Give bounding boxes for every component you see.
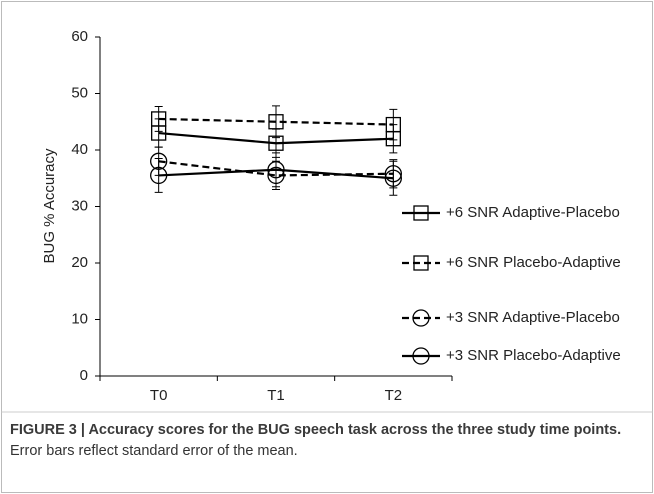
y-tick-label: 0: [80, 367, 88, 384]
legend-label: +6 SNR Placebo-Adaptive: [446, 254, 621, 271]
square-marker: [268, 114, 284, 130]
circle-marker: [150, 166, 168, 185]
legend-label: +3 SNR Adaptive-Placebo: [446, 309, 620, 326]
error-bar: [272, 105, 280, 139]
series-line: [158, 117, 394, 126]
caption: FIGURE 3 | Accuracy scores for the BUG s…: [10, 420, 640, 462]
caption-bold: FIGURE 3 | Accuracy scores for the BUG s…: [10, 422, 622, 438]
square-marker: [413, 205, 429, 221]
legend-label: +6 SNR Adaptive-Placebo: [446, 204, 620, 221]
y-tick-label: 40: [71, 141, 88, 158]
circle-marker: [412, 347, 430, 365]
series-line: [158, 168, 394, 180]
y-tick-label: 30: [71, 197, 88, 214]
square-marker: [413, 255, 429, 271]
y-tick-label: 50: [71, 84, 88, 101]
x-tick-label: T1: [267, 387, 285, 404]
y-axis-label: BUG % Accuracy: [41, 148, 58, 264]
legend-label: +3 SNR Placebo-Adaptive: [446, 347, 621, 364]
y-tick-label: 10: [71, 310, 88, 327]
y-tick-label: 20: [71, 254, 88, 271]
series-line: [158, 131, 394, 145]
circle-marker: [412, 309, 430, 327]
y-tick-label: 60: [71, 28, 88, 45]
square-marker: [151, 111, 167, 127]
caption-text: Error bars reflect standard error of the…: [10, 443, 298, 459]
square-marker: [385, 116, 401, 133]
circle-marker: [384, 169, 402, 187]
circle-marker: [267, 161, 285, 179]
x-tick-label: T0: [150, 387, 168, 404]
series-line: [158, 160, 394, 177]
x-tick-label: T2: [385, 387, 403, 404]
